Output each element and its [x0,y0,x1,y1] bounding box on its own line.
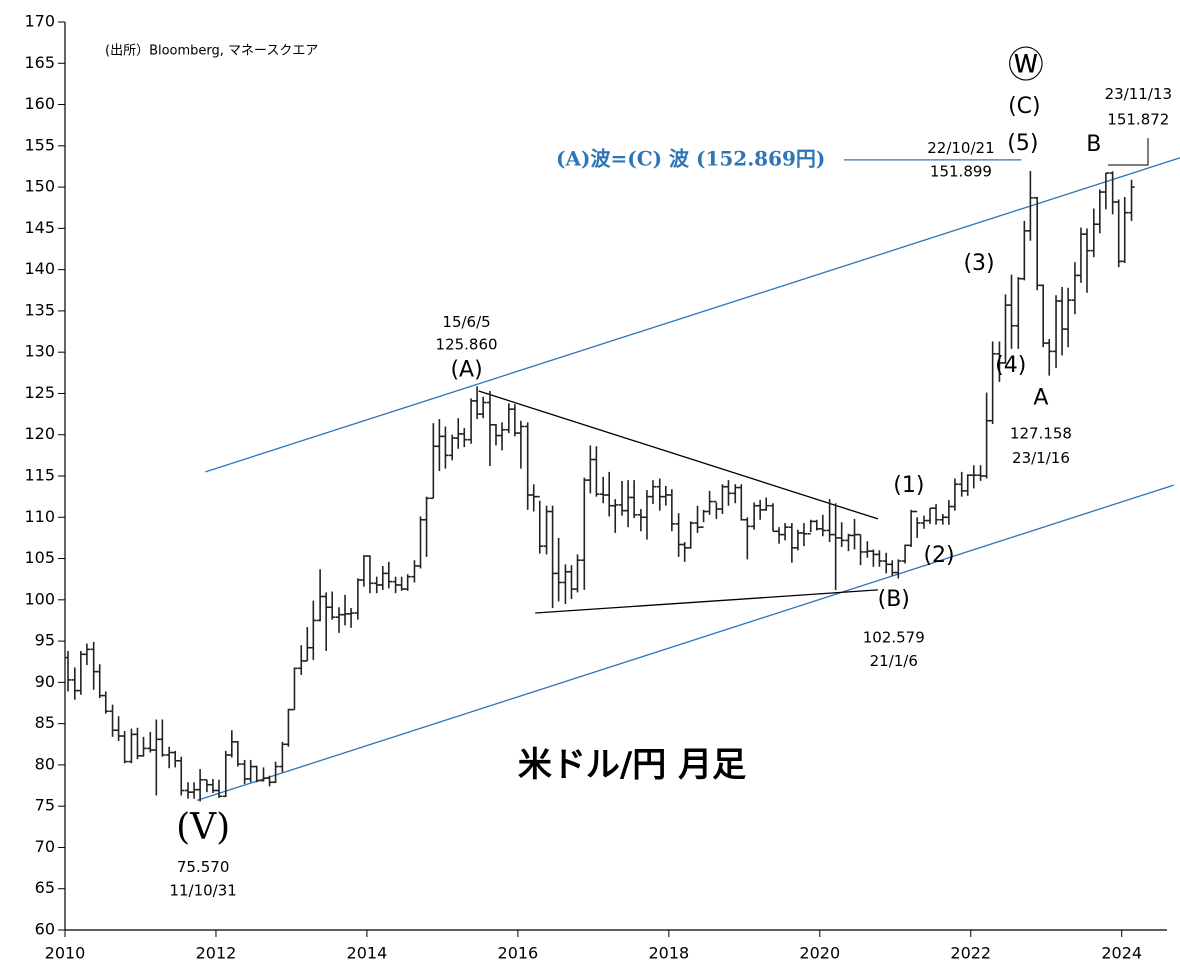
annotation: A [1033,385,1048,410]
y-tick-label: 80 [35,754,55,773]
annotation: (A) [450,357,482,382]
annotation: B [1086,132,1101,157]
x-tick-label: 2016 [498,944,539,963]
annotation: 23/1/16 [1012,449,1070,467]
annotation: (2) [923,543,954,568]
y-tick-label: 165 [24,53,55,72]
annotation: 125.860 [436,335,498,353]
annotation: (5) [1007,131,1038,156]
y-tick-label: 125 [24,383,55,402]
x-tick-label: 2020 [799,944,840,963]
y-tick-label: 145 [24,218,55,237]
y-tick-label: 95 [35,631,55,650]
y-tick-label: 100 [24,589,55,608]
y-tick-label: 65 [35,878,55,897]
y-tick-label: 130 [24,342,55,361]
annotation: 11/10/31 [169,882,236,900]
trend-line [196,484,1174,802]
y-tick-label: 110 [24,507,55,526]
annotation: (1) [893,473,924,498]
y-tick-label: 155 [24,135,55,154]
x-tick-label: 2010 [45,944,86,963]
y-tick-label: 170 [24,12,55,31]
annotation: (出所）Bloomberg, マネースクエア [105,43,318,58]
y-tick-label: 85 [35,713,55,732]
annotation: 23/11/13 [1105,85,1172,103]
annotation: (4) [995,353,1026,378]
y-tick-label: 135 [24,300,55,319]
annotation: 102.579 [863,628,925,646]
annotation: (V) [176,807,230,848]
trend-line [205,157,1180,473]
annotation: Ⓦ [1008,45,1044,86]
x-tick-label: 2012 [196,944,237,963]
y-tick-label: 105 [24,548,55,567]
y-tick-label: 160 [24,94,55,113]
y-tick-label: 120 [24,424,55,443]
trend-line [478,390,879,520]
trend-line [535,589,878,614]
x-tick-label: 2014 [347,944,388,963]
annotation: (C) [1008,94,1041,119]
y-tick-label: 90 [35,672,55,691]
annotation: (A)波=(C) 波 (152.869円) [556,146,825,170]
y-tick-label: 70 [35,837,55,856]
y-tick-label: 75 [35,796,55,815]
y-tick-label: 60 [35,920,55,939]
y-tick-label: 115 [24,466,55,485]
x-tick-label: 2018 [648,944,689,963]
x-tick-label: 2022 [950,944,991,963]
annotation: 22/10/21 [927,139,994,157]
y-tick-label: 140 [24,259,55,278]
chart-title: 米ドル/円 月足 [518,745,746,785]
annotation: 151.872 [1107,111,1169,129]
x-tick-label: 2024 [1101,944,1142,963]
annotation: 75.570 [177,858,230,876]
annotation: 151.899 [930,163,992,181]
annotation: (3) [963,251,994,276]
bracket [1108,138,1149,166]
annotation: 21/1/6 [870,652,918,670]
annotation: 15/6/5 [442,313,490,331]
annotation: 127.158 [1010,424,1072,442]
annotation: (B) [878,587,910,612]
y-tick-label: 150 [24,177,55,196]
